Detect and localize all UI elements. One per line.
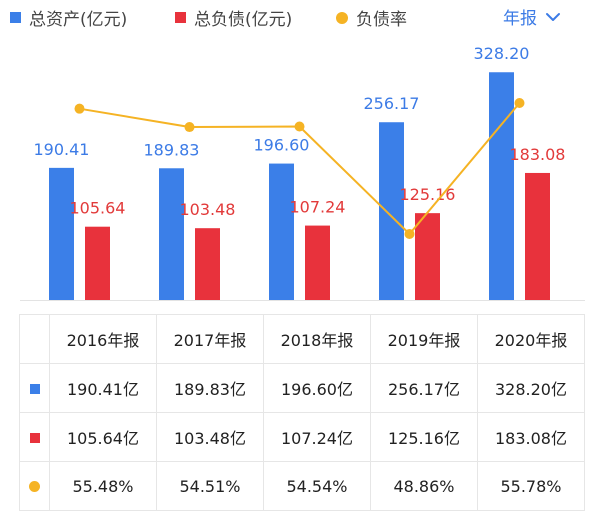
ratio-key-icon [29,480,40,492]
table-cell: 196.60亿 [263,363,371,413]
legend-item-ratio[interactable]: 负债率 [336,5,407,30]
legend-label-ratio: 负债率 [356,10,407,30]
ratio-swatch-icon [336,11,348,24]
period-selector-label: 年报 [503,9,537,29]
data-label-assets: 196.60 [254,136,310,155]
period-selector[interactable]: 年报 [503,4,561,29]
table-cell: 105.64亿 [49,412,157,462]
bar-assets [379,122,404,300]
table-cell: 55.78% [477,461,585,511]
bar-assets [159,168,184,300]
table-header-cell: 2016年报 [49,314,157,364]
table-cell: 55.48% [49,461,157,511]
data-label-assets: 189.83 [144,140,200,159]
table-cell: 125.16亿 [370,412,478,462]
table-row-ratio: 55.48% 54.51% 54.54% 48.86% 55.78% [19,461,585,511]
data-label-liabilities: 107.24 [290,198,346,217]
bar-liabilities [195,228,220,300]
data-label-liabilities: 105.64 [70,199,126,218]
data-label-liabilities: 125.16 [400,185,456,204]
legend-label-liabilities: 总负债(亿元) [194,10,293,30]
data-label-assets: 328.20 [474,44,530,63]
bar-liabilities [415,213,440,300]
table-row-assets: 190.41亿 189.83亿 196.60亿 256.17亿 328.20亿 [19,363,585,413]
data-label-assets: 256.17 [364,94,420,113]
legend-label-assets: 总资产(亿元) [29,10,128,30]
bar-assets [269,163,294,300]
table-cell: 54.51% [156,461,264,511]
table-cell: 48.86% [370,461,478,511]
table-row-liabilities: 105.64亿 103.48亿 107.24亿 125.16亿 183.08亿 [19,412,585,462]
table-header-cell: 2019年报 [370,314,478,364]
table-cell: 328.20亿 [477,363,585,413]
table-cell: 183.08亿 [477,412,585,462]
legend-item-liabilities[interactable]: 总负债(亿元) [175,5,292,30]
data-label-liabilities: 103.48 [180,200,236,219]
table-key-cell [19,412,50,462]
bar-assets [49,167,74,300]
bar-liabilities [305,225,330,300]
ratio-point [184,122,195,133]
ratio-point [514,98,525,108]
table-cell: 256.17亿 [370,363,478,413]
ratio-point [294,121,305,132]
liabilities-swatch-icon [175,12,186,23]
table-header-cell: 2018年报 [263,314,371,364]
assets-swatch-icon [10,12,21,23]
table-cell: 190.41亿 [49,363,157,413]
data-label-assets: 190.41 [34,140,90,159]
table-cell: 189.83亿 [156,363,264,413]
ratio-point [74,103,85,114]
table-cell: 54.54% [263,461,371,511]
chart-legend: 总资产(亿元) 总负债(亿元) 负债率 [0,0,600,30]
bar-liabilities [525,172,550,300]
table-cell: 107.24亿 [263,412,371,462]
legend-item-assets[interactable]: 总资产(亿元) [10,5,127,30]
bar-assets [489,72,514,301]
table-cell: 103.48亿 [156,412,264,462]
data-label-liabilities: 183.08 [510,145,566,164]
ratio-point [404,229,415,239]
table-key-cell [19,363,50,413]
table-key-cell [19,461,50,511]
table-corner-cell [19,314,50,364]
chevron-down-icon [546,12,560,21]
table-header-row: 2016年报 2017年报 2018年报 2019年报 2020年报 [19,314,585,364]
assets-key-icon [29,383,40,394]
bar-line-chart: 190.41 105.64 189.83 103.48 196.60 107.24 256.… [20,44,585,301]
liabilities-key-icon [29,432,40,443]
table-header-cell: 2017年报 [156,314,264,364]
bar-liabilities [85,226,110,300]
data-table: 2016年报 2017年报 2018年报 2019年报 2020年报 190.4… [19,314,585,511]
table-header-cell: 2020年报 [477,314,585,364]
